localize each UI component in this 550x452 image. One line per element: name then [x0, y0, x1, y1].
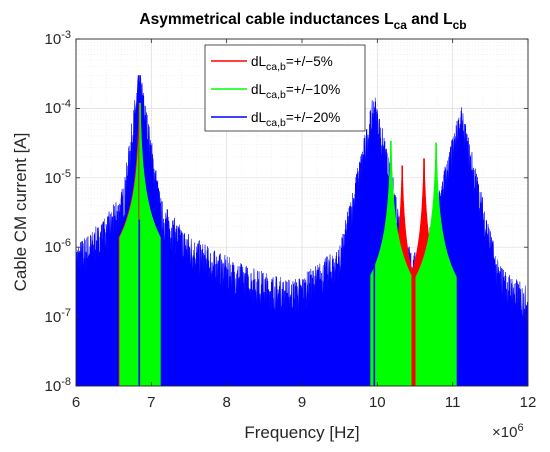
title-sub1: ca [394, 18, 408, 32]
y-tick-1e-4: 10-4 [45, 98, 71, 117]
chart-title: Asymmetrical cable inductances Lca and L… [139, 11, 466, 32]
axis-ticks [75, 38, 529, 387]
y-tick-1e-5: 10-5 [45, 168, 71, 187]
y-tick-1e-6: 10-6 [45, 237, 71, 256]
x-axis-label: Frequency [Hz] [244, 423, 359, 442]
title-mid: and L [407, 11, 453, 28]
x-tick-6: 6 [72, 394, 80, 411]
legend-label-10pct: dLca,b=+/−10% [251, 82, 340, 101]
x-tick-11: 11 [445, 394, 461, 411]
legend: dLca,b=+/−5% dLca,b=+/−10% dLca,b=+/−20% [204, 44, 366, 132]
x-tick-12: 12 [520, 394, 537, 411]
x-tick-7: 7 [147, 394, 155, 411]
x-tick-10: 10 [369, 394, 386, 411]
legend-label-5pct: dLca,b=+/−5% [251, 54, 333, 73]
title-main: Asymmetrical cable inductances L [139, 11, 393, 28]
y-tick-1e-7: 10-7 [45, 307, 71, 326]
legend-label-20pct: dLca,b=+/−20% [251, 110, 340, 129]
x-tick-8: 8 [223, 394, 231, 411]
x-tick-9: 9 [298, 394, 306, 411]
spectrum-peaks [118, 82, 462, 386]
y-tick-labels: 10-3 10-4 10-5 10-6 10-7 10-8 [45, 29, 71, 395]
title-sub2: cb [453, 18, 467, 32]
y-tick-1e-8: 10-8 [45, 376, 71, 395]
x-tick-labels: 6 7 8 9 10 11 12 [72, 394, 537, 411]
y-tick-1e-3: 10-3 [45, 29, 71, 48]
y-axis-label: Cable CM current [A] [11, 133, 30, 292]
x-axis-multiplier: ×106 [492, 422, 524, 441]
